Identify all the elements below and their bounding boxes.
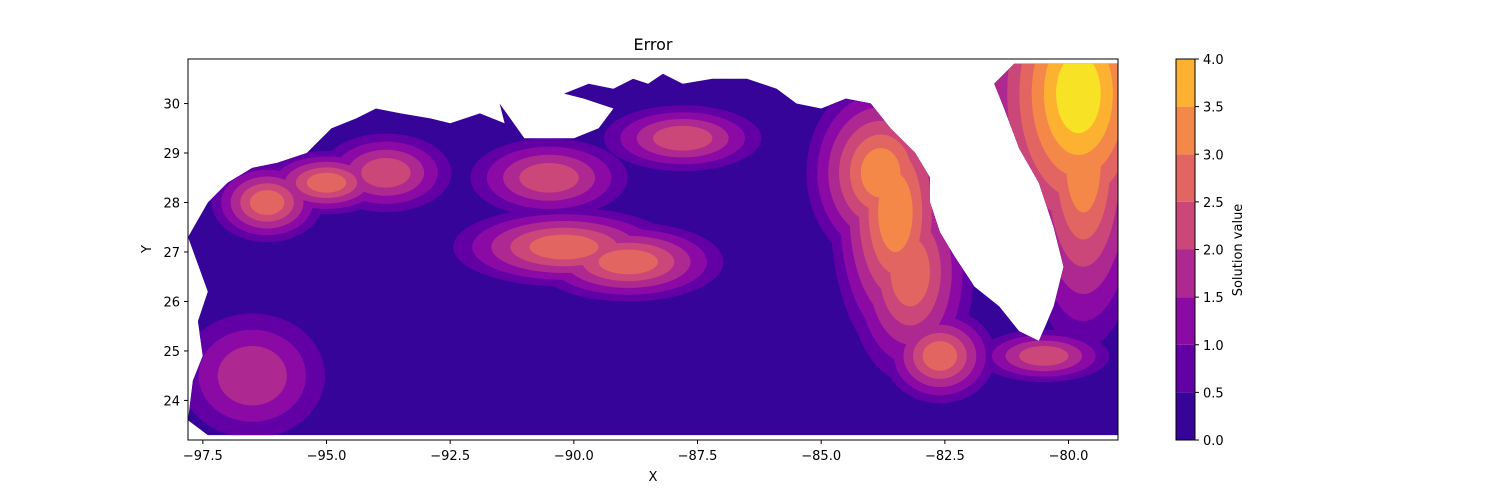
- contour-level-4-region-2: [1019, 346, 1069, 366]
- y-tick-label: 27: [163, 246, 180, 261]
- contour-level-3-region-0: [217, 346, 287, 406]
- contour-level-5-region-9: [529, 234, 599, 260]
- contour-level-6-region-13: [878, 172, 913, 252]
- x-axis-label: X: [649, 470, 658, 485]
- contour-fill: [188, 63, 1118, 436]
- x-tick-label: −90.0: [554, 449, 594, 464]
- contour-level-4-region-1: [519, 163, 579, 193]
- x-tick-label: −82.5: [925, 449, 965, 464]
- colorbar-tick-label: 2.0: [1203, 244, 1224, 259]
- x-tick-label: −95.0: [307, 449, 347, 464]
- y-axis-label: Y: [140, 245, 155, 254]
- colorbar-band: [1176, 106, 1195, 155]
- colorbar-tick-label: 4.0: [1203, 53, 1224, 68]
- colorbar-band: [1176, 249, 1195, 298]
- y-tick-label: 25: [163, 345, 180, 360]
- colorbar-tick-label: 3.0: [1203, 148, 1224, 163]
- contour-level-5-region-6: [922, 341, 958, 371]
- colorbar-tick-label: 1.0: [1203, 339, 1224, 354]
- contour-level-4-region-4: [361, 158, 411, 188]
- x-tick-label: −85.0: [801, 449, 841, 464]
- contour-level-8-region-14: [1056, 63, 1101, 134]
- contour-level-5-region-7: [598, 249, 658, 275]
- y-tick-label: 28: [163, 196, 180, 211]
- colorbar-band: [1176, 392, 1195, 440]
- colorbar-tick-label: 1.5: [1203, 291, 1224, 306]
- colorbar-tick-label: 0.5: [1203, 386, 1224, 401]
- colorbar-band: [1176, 297, 1195, 345]
- y-tick-label: 29: [163, 147, 180, 162]
- x-axis: −97.5 −95.0 −92.5 −90.0 −87.5 −85.0 −82.5 −80.0: [183, 440, 1089, 464]
- colorbar-tick-label: 3.5: [1203, 101, 1224, 116]
- y-tick-label: 24: [163, 394, 180, 409]
- chart-title: Error: [634, 35, 673, 54]
- x-tick-label: −87.5: [678, 449, 718, 464]
- plot-area: [187, 58, 1119, 441]
- colorbar-band: [1176, 154, 1195, 202]
- colorbar-tick-label: 0.0: [1203, 434, 1224, 449]
- contour-level-5-region-10: [249, 190, 285, 215]
- x-tick-label: −80.0: [1049, 449, 1089, 464]
- contour-level-4-region-3: [653, 125, 713, 151]
- colorbar-band: [1176, 59, 1195, 107]
- colorbar-band: [1176, 201, 1195, 250]
- y-tick-label: 26: [163, 295, 180, 310]
- colorbar-tick-label: 2.5: [1203, 196, 1224, 211]
- y-axis: 24 25 26 27 28 29 30: [163, 98, 188, 409]
- colorbar-band: [1176, 344, 1195, 393]
- plot-frame: [187, 58, 1119, 441]
- colorbar: 0.0 0.5 1.0 1.5 2.0 2.5 3.0 3.5 4.0: [1175, 53, 1224, 449]
- colorbar-label: Solution value: [1231, 204, 1246, 297]
- y-tick-label: 30: [163, 98, 180, 113]
- x-tick-label: −97.5: [183, 449, 223, 464]
- contour-level-5-region-8: [306, 172, 347, 193]
- x-tick-label: −92.5: [430, 449, 470, 464]
